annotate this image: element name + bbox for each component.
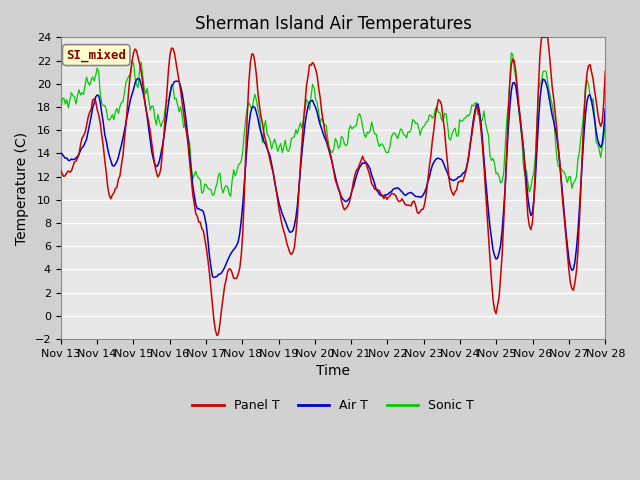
Legend: Panel T, Air T, Sonic T: Panel T, Air T, Sonic T [188,394,479,417]
X-axis label: Time: Time [316,364,350,378]
Title: Sherman Island Air Temperatures: Sherman Island Air Temperatures [195,15,472,33]
Text: SI_mixed: SI_mixed [66,48,126,62]
Y-axis label: Temperature (C): Temperature (C) [15,132,29,245]
